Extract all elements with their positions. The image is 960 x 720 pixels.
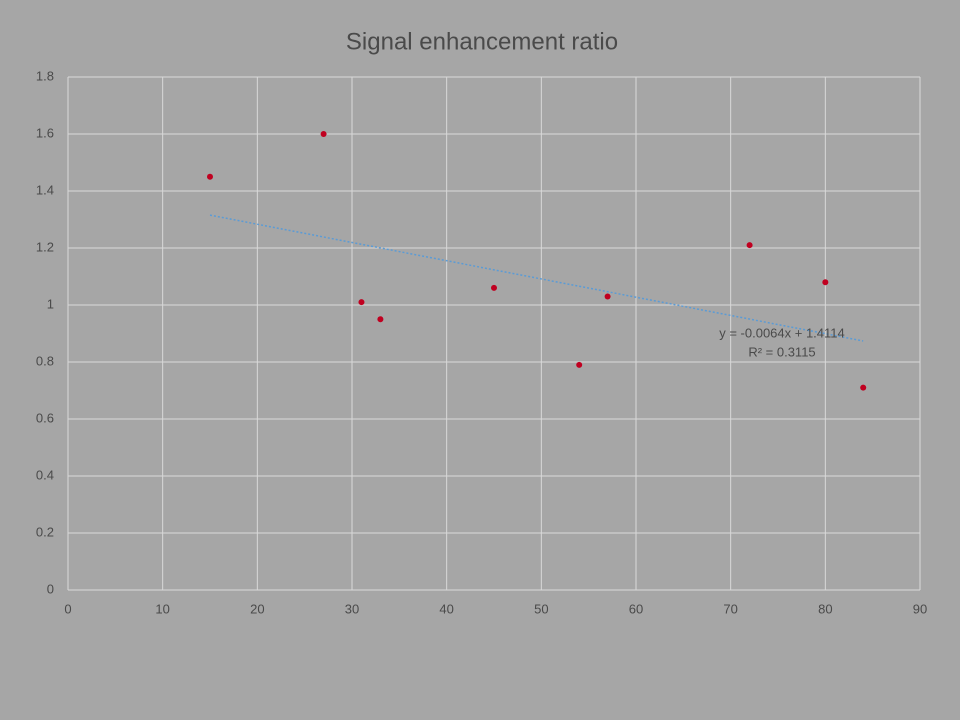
point: [576, 361, 583, 368]
x-tick-label: 50: [534, 601, 548, 616]
y-tick-label: 1.4: [36, 182, 54, 197]
x-tick-label: 60: [629, 601, 643, 616]
x-tick-label: 0: [64, 601, 71, 616]
y-tick-label: 1.2: [36, 239, 54, 254]
point: [491, 284, 497, 291]
x-tick-label: 20: [250, 601, 264, 616]
x-tick-label: 30: [345, 601, 359, 616]
y-tick-label: 0.8: [36, 353, 54, 368]
point: [860, 384, 867, 391]
x-tick-label: 90: [913, 601, 927, 616]
chart-title: Signal enhancement ratio: [346, 28, 618, 55]
y-tick-label: 1: [47, 296, 54, 311]
trendline: [209, 214, 864, 342]
trendline-equation: y = -0.0064x + 1.4114: [719, 325, 845, 340]
y-tick-label: 1.8: [36, 68, 54, 83]
point: [358, 299, 365, 306]
y-tick-label: 0.2: [36, 524, 54, 539]
y-tick-label: 0.4: [36, 467, 54, 482]
y-tick-label: 0: [47, 581, 54, 596]
y-tick-label: 1.6: [36, 125, 54, 140]
x-tick-label: 70: [723, 601, 737, 616]
x-tick-label: 80: [818, 601, 832, 616]
point: [207, 173, 213, 180]
point: [320, 131, 327, 137]
y-tick-label: 0.6: [36, 410, 54, 425]
point: [746, 242, 753, 249]
point: [822, 279, 829, 286]
point: [377, 316, 384, 323]
x-tick-label: 10: [155, 601, 169, 616]
point: [604, 293, 611, 300]
trendline-r2: R² = 0.3115: [748, 344, 815, 359]
x-tick-label: 40: [439, 601, 453, 616]
